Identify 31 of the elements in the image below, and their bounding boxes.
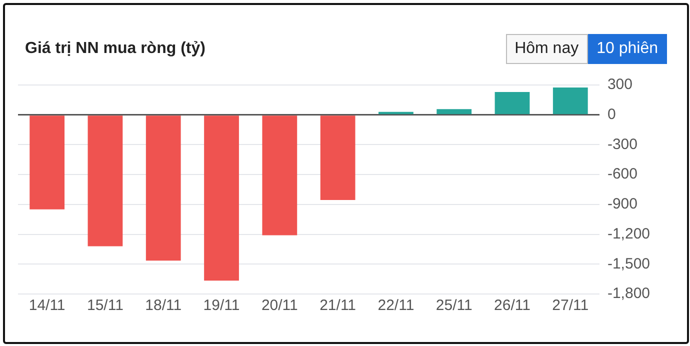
bar xyxy=(88,116,123,246)
x-tick-label: 15/11 xyxy=(87,297,124,314)
text: Hôm nay xyxy=(506,34,588,64)
y-tick-label: 300 xyxy=(607,76,632,94)
y-tick-label: -1,800 xyxy=(607,285,650,302)
x-tick-label: 21/11 xyxy=(320,297,356,314)
chart-title: Giá trị NN mua ròng (tỷ) xyxy=(25,40,206,58)
x-tick-label: 19/11 xyxy=(203,297,240,314)
bar xyxy=(262,116,298,236)
x-tick-label: 26/11 xyxy=(494,297,530,314)
text: 10 phiên xyxy=(588,34,667,64)
x-tick-label: 14/11 xyxy=(28,297,66,314)
x-tick-label: 18/11 xyxy=(145,297,182,314)
bar xyxy=(204,116,239,281)
y-tick-label: -300 xyxy=(607,136,638,153)
y-tick-label: -600 xyxy=(607,166,638,183)
x-tick-label: 22/11 xyxy=(378,297,414,314)
bar xyxy=(378,112,414,114)
bar xyxy=(552,87,588,114)
y-tick-label: -900 xyxy=(607,196,638,213)
bar xyxy=(494,92,530,114)
x-tick-label: 20/11 xyxy=(261,297,298,314)
y-tick-label: 0 xyxy=(607,106,616,123)
y-tick-label: -1,500 xyxy=(607,255,650,272)
x-tick-label: 27/11 xyxy=(552,297,589,314)
bar xyxy=(146,116,181,261)
bar xyxy=(320,116,356,200)
x-tick-label: 25/11 xyxy=(436,297,472,314)
bar xyxy=(30,116,65,210)
bar xyxy=(436,109,472,114)
y-tick-label: -1,200 xyxy=(607,225,650,242)
